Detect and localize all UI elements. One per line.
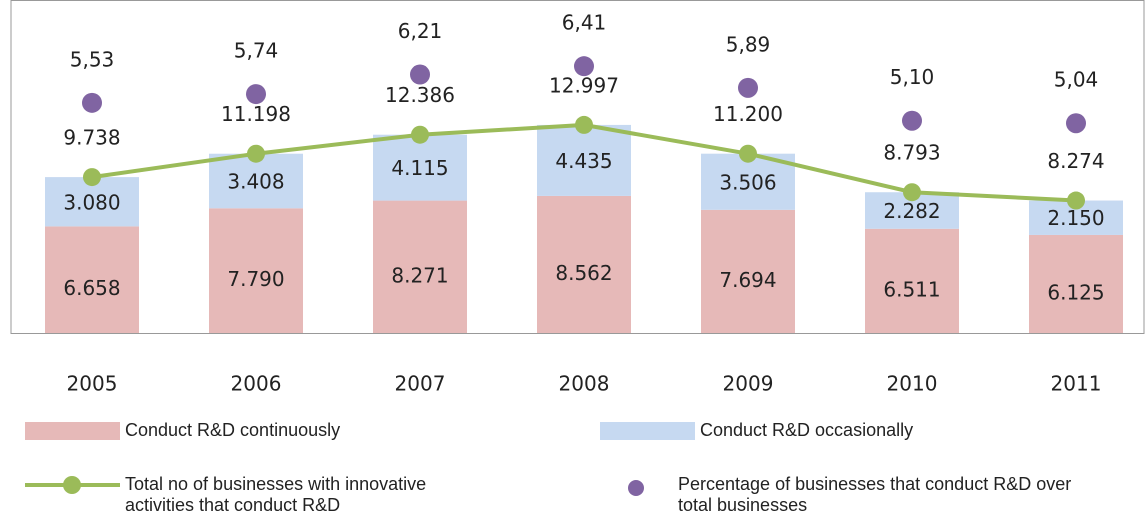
x-tick-label: 2011 bbox=[1051, 372, 1102, 396]
bar-segment bbox=[537, 124, 631, 196]
bar-segment bbox=[373, 134, 467, 201]
x-tick-label: 2006 bbox=[231, 372, 282, 396]
bar-segment bbox=[209, 208, 303, 333]
value-label: 6.658 bbox=[63, 276, 120, 300]
bar-segment bbox=[373, 200, 467, 333]
bar-segment bbox=[537, 195, 631, 333]
value-label: 5,74 bbox=[234, 39, 279, 63]
x-tick-label: 2005 bbox=[67, 372, 118, 396]
legend-label: Conduct R&D continuously bbox=[125, 420, 341, 440]
bar-segment bbox=[1029, 234, 1123, 333]
dot bbox=[1066, 113, 1086, 134]
value-label: 7.694 bbox=[719, 268, 776, 292]
legend-label: Total no of businesses with innovative a… bbox=[125, 474, 427, 515]
value-label: 4.435 bbox=[555, 149, 612, 173]
value-label: 6.125 bbox=[1047, 280, 1104, 304]
value-label: 8.562 bbox=[555, 261, 612, 285]
value-label: 3.408 bbox=[227, 170, 284, 194]
value-label: 11.200 bbox=[713, 102, 783, 126]
value-label: 8.271 bbox=[391, 263, 448, 287]
value-label: 4.115 bbox=[391, 156, 448, 180]
value-label: 2.282 bbox=[883, 199, 940, 223]
labels: 6.658 7.790 8.271 8.562 7.694 6.511 6.125 3.080… bbox=[63, 149, 1104, 305]
line-marker bbox=[903, 183, 921, 202]
plot-frame bbox=[10, 0, 1145, 334]
value-label: 5,53 bbox=[70, 47, 115, 71]
value-label: 6.511 bbox=[883, 277, 940, 301]
legend-label: Percentage of businesses that conduct R&… bbox=[678, 474, 1072, 515]
value-label: 12.997 bbox=[549, 73, 619, 97]
value-label: 5,10 bbox=[890, 65, 935, 89]
line-marker bbox=[247, 144, 265, 163]
line-marker bbox=[1067, 191, 1085, 210]
bar-segment bbox=[209, 153, 303, 209]
line-marker bbox=[411, 125, 429, 144]
x-tick-label: 2009 bbox=[723, 372, 774, 396]
dot bbox=[574, 56, 594, 77]
legend-swatch bbox=[25, 422, 120, 440]
bar-segment bbox=[701, 209, 795, 333]
value-label: 8.793 bbox=[883, 141, 940, 165]
bar-segment bbox=[45, 226, 139, 333]
value-label: 7.790 bbox=[227, 267, 284, 291]
legend-swatch bbox=[628, 480, 644, 496]
dot bbox=[902, 110, 922, 131]
value-label: 6,41 bbox=[562, 11, 607, 35]
value-label: 9.738 bbox=[63, 126, 120, 150]
dot bbox=[738, 77, 758, 98]
line-marker bbox=[739, 144, 757, 163]
dot bbox=[246, 84, 266, 105]
legend-swatch bbox=[600, 422, 695, 440]
legend-swatch bbox=[25, 476, 120, 494]
value-label: 2.150 bbox=[1047, 206, 1104, 230]
value-label: 5,04 bbox=[1054, 68, 1099, 92]
line-marker bbox=[575, 115, 593, 134]
bar-segment bbox=[865, 228, 959, 333]
x-tick-label: 2007 bbox=[395, 372, 446, 396]
dot bbox=[410, 64, 430, 85]
line-marker bbox=[83, 168, 101, 187]
value-label: 11.198 bbox=[221, 102, 291, 126]
x-tick-label: 2010 bbox=[887, 372, 938, 396]
x-tick-label: 2008 bbox=[559, 372, 610, 396]
value-label: 3.506 bbox=[719, 170, 776, 194]
bars bbox=[45, 124, 1123, 333]
dot bbox=[82, 92, 102, 113]
value-label: 3.080 bbox=[63, 190, 120, 214]
value-label: 5,89 bbox=[726, 32, 771, 56]
value-label: 8.274 bbox=[1047, 149, 1104, 173]
value-label: 12.386 bbox=[385, 83, 455, 107]
legend-label: Conduct R&D occasionally bbox=[700, 420, 914, 440]
value-label: 6,21 bbox=[398, 19, 443, 43]
